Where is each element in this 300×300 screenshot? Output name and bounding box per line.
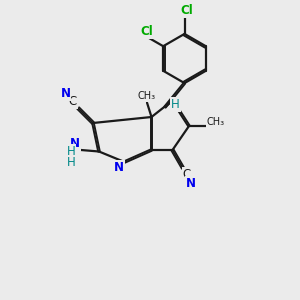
Text: Cl: Cl — [140, 25, 153, 38]
Text: N: N — [114, 161, 124, 174]
Text: N: N — [185, 177, 196, 190]
Text: H: H — [67, 155, 76, 169]
Text: Cl: Cl — [181, 4, 193, 17]
Text: C: C — [182, 168, 191, 181]
Text: N: N — [70, 137, 80, 150]
Text: N: N — [61, 87, 70, 100]
Text: C: C — [69, 95, 77, 108]
Text: CH₃: CH₃ — [207, 117, 225, 128]
Text: H: H — [171, 98, 180, 111]
Text: H: H — [67, 145, 76, 158]
Text: CH₃: CH₃ — [138, 91, 156, 101]
